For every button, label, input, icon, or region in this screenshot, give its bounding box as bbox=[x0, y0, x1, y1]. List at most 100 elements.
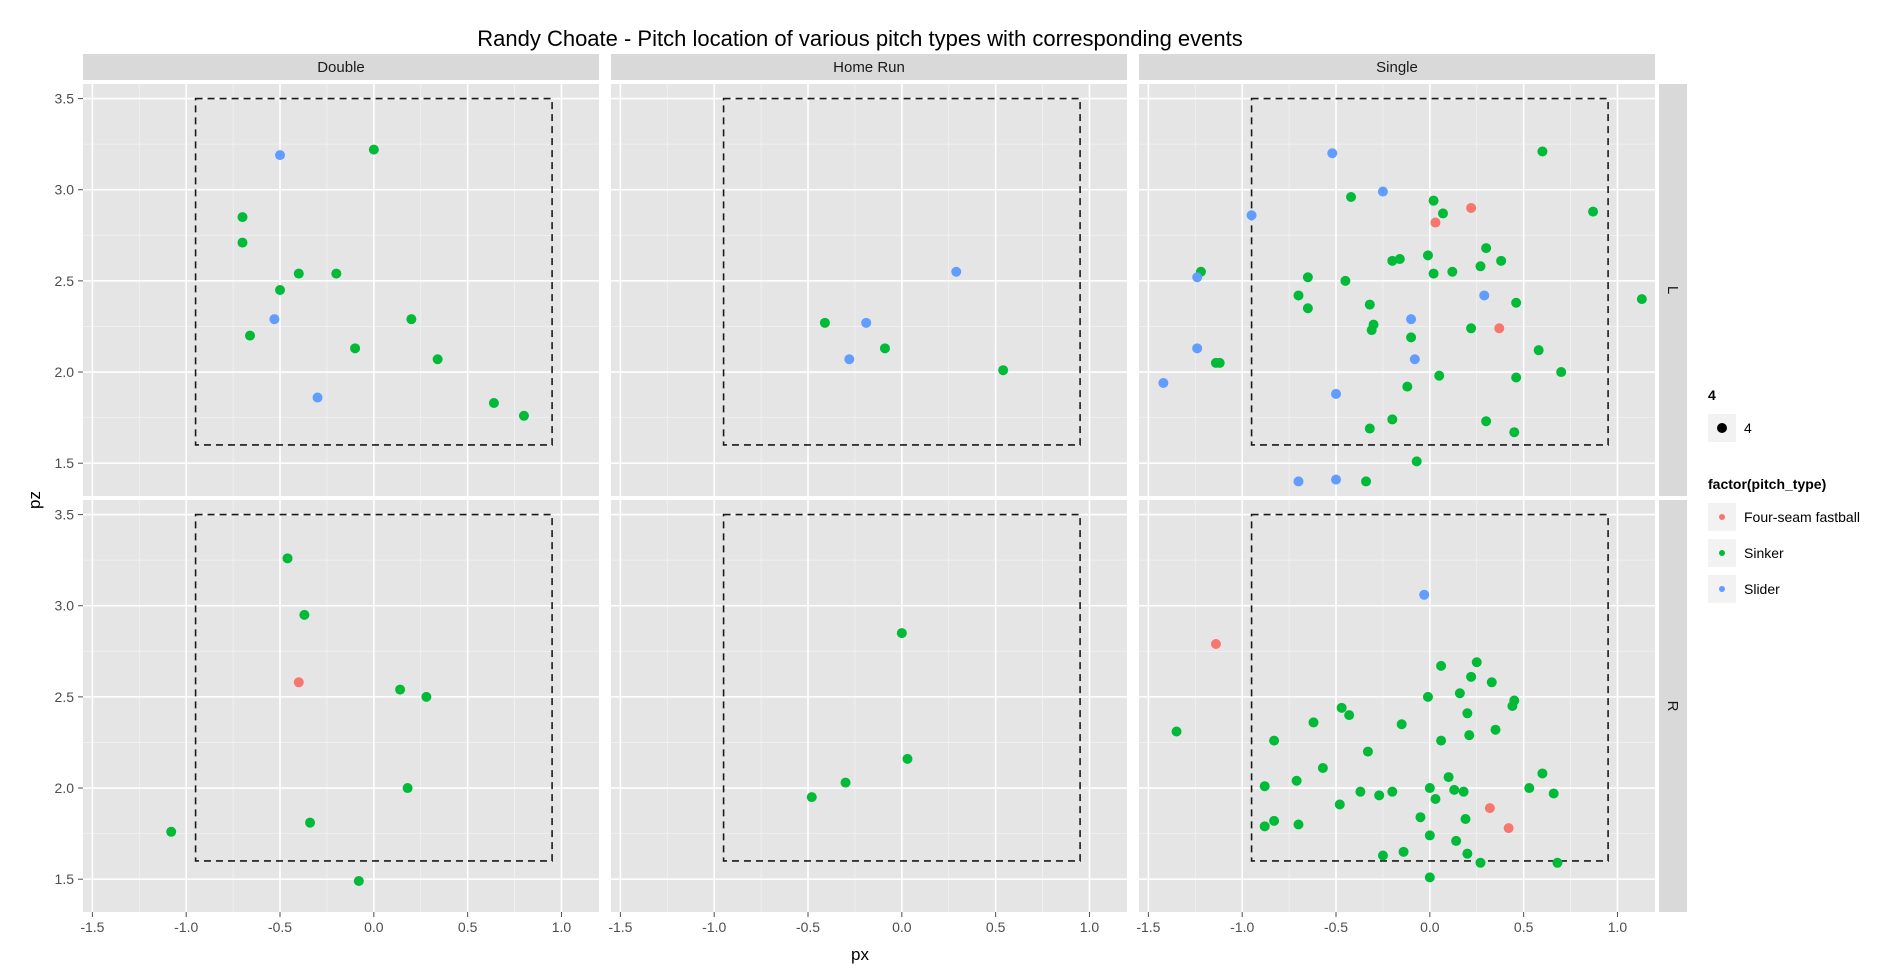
row-strip-0 bbox=[1659, 84, 1687, 496]
data-point bbox=[1291, 775, 1302, 786]
data-point bbox=[1509, 427, 1520, 438]
data-point bbox=[1481, 243, 1492, 254]
strike-zone-box bbox=[1250, 97, 1609, 446]
facet-panels: Double Home Run Single L R bbox=[83, 54, 1687, 912]
panel-background bbox=[1139, 84, 1655, 496]
data-point bbox=[353, 876, 364, 887]
column-strip-0 bbox=[83, 54, 599, 80]
data-point bbox=[1411, 456, 1422, 467]
data-point bbox=[1192, 272, 1203, 283]
data-point bbox=[1269, 735, 1280, 746]
strike-zone-box bbox=[1250, 513, 1609, 862]
data-point bbox=[1346, 192, 1357, 203]
data-point bbox=[368, 144, 379, 155]
panel-background bbox=[611, 500, 1127, 912]
x-tick-label: 1.0 bbox=[1608, 919, 1628, 935]
data-point bbox=[1507, 701, 1518, 711]
data-point bbox=[1415, 812, 1426, 823]
data-point bbox=[1394, 254, 1405, 265]
data-point bbox=[1387, 255, 1398, 266]
data-point bbox=[237, 212, 248, 223]
data-point bbox=[1537, 768, 1548, 779]
data-point bbox=[1460, 814, 1471, 825]
data-point bbox=[1424, 783, 1435, 794]
x-tick-label: -0.5 bbox=[796, 919, 820, 935]
data-point bbox=[293, 268, 304, 279]
x-tick-label: -0.5 bbox=[268, 919, 292, 935]
x-tick-label: 0.5 bbox=[1514, 919, 1534, 935]
data-point bbox=[1336, 702, 1347, 713]
points-double-l bbox=[237, 144, 529, 421]
data-point bbox=[1340, 275, 1351, 286]
data-point bbox=[1503, 823, 1514, 834]
x-tick-label: 0.0 bbox=[892, 919, 912, 935]
x-tick-label: -1.5 bbox=[80, 919, 104, 935]
data-point bbox=[1374, 790, 1385, 801]
legend-label: Four-seam fastball bbox=[1744, 509, 1860, 525]
data-point bbox=[395, 684, 406, 695]
strike-zone-box bbox=[722, 97, 1081, 446]
data-point bbox=[1552, 857, 1563, 868]
data-point bbox=[1192, 343, 1203, 354]
data-point bbox=[1269, 815, 1280, 826]
y-tick-label: 3.5 bbox=[55, 507, 75, 523]
legend: 4 4 factor(pitch_type) Four-seam fastbal… bbox=[1708, 387, 1860, 603]
legend-label: Slider bbox=[1744, 581, 1780, 597]
panel-background bbox=[611, 84, 1127, 496]
y-tick-label: 1.5 bbox=[55, 871, 75, 887]
size-legend-dot bbox=[1717, 423, 1727, 433]
data-point bbox=[1424, 872, 1435, 883]
data-point bbox=[1387, 786, 1398, 797]
data-point bbox=[861, 317, 872, 328]
column-strip-label: Home Run bbox=[833, 59, 905, 76]
data-point bbox=[1466, 323, 1477, 334]
data-point bbox=[1464, 730, 1475, 741]
data-point bbox=[1331, 388, 1342, 399]
panel-background bbox=[83, 84, 599, 496]
data-point bbox=[1449, 784, 1460, 795]
data-point bbox=[518, 410, 529, 421]
data-point bbox=[1355, 786, 1366, 797]
y-tick-label: 2.5 bbox=[55, 689, 75, 705]
data-point bbox=[1259, 781, 1270, 792]
data-point bbox=[1458, 786, 1469, 797]
panel-background bbox=[83, 500, 599, 912]
row-strip-label: R bbox=[1664, 701, 1681, 712]
panel-background bbox=[1139, 500, 1655, 912]
data-point bbox=[1484, 803, 1495, 814]
data-point bbox=[1302, 272, 1313, 283]
data-point bbox=[432, 354, 443, 365]
data-point bbox=[305, 817, 316, 828]
data-point bbox=[1524, 783, 1535, 794]
data-point bbox=[237, 237, 248, 248]
column-strip-label: Single bbox=[1376, 59, 1418, 76]
data-point bbox=[331, 268, 342, 279]
data-point bbox=[1424, 830, 1435, 841]
x-tick-label: 1.0 bbox=[552, 919, 572, 935]
x-axis-title: px bbox=[851, 945, 869, 964]
data-point bbox=[1428, 268, 1439, 279]
data-point bbox=[1293, 290, 1304, 301]
panel-single-l bbox=[1139, 84, 1655, 496]
data-point bbox=[406, 314, 417, 325]
data-point bbox=[1317, 762, 1328, 773]
data-point bbox=[1406, 332, 1417, 343]
data-point bbox=[1422, 250, 1433, 261]
data-point bbox=[1475, 857, 1486, 868]
data-point bbox=[879, 343, 890, 354]
data-point bbox=[1548, 788, 1559, 799]
row-strip-1 bbox=[1659, 500, 1687, 912]
x-tick-label: 0.5 bbox=[458, 919, 478, 935]
data-point bbox=[1377, 186, 1388, 197]
data-point bbox=[293, 677, 304, 688]
y-tick-label: 1.5 bbox=[55, 455, 75, 471]
legend-dot bbox=[1719, 514, 1725, 520]
data-point bbox=[1171, 726, 1182, 737]
data-point bbox=[1419, 589, 1430, 600]
data-point bbox=[1462, 708, 1473, 719]
points-home-run-l bbox=[819, 266, 1009, 376]
data-point bbox=[244, 330, 255, 341]
panel-home-run-r bbox=[611, 500, 1127, 912]
axes: -1.5 -1.0 -0.5 0.0 0.5 1.0 -1.5 -1.0 -0.5 0.0 0.5 1… bbox=[55, 91, 1628, 935]
